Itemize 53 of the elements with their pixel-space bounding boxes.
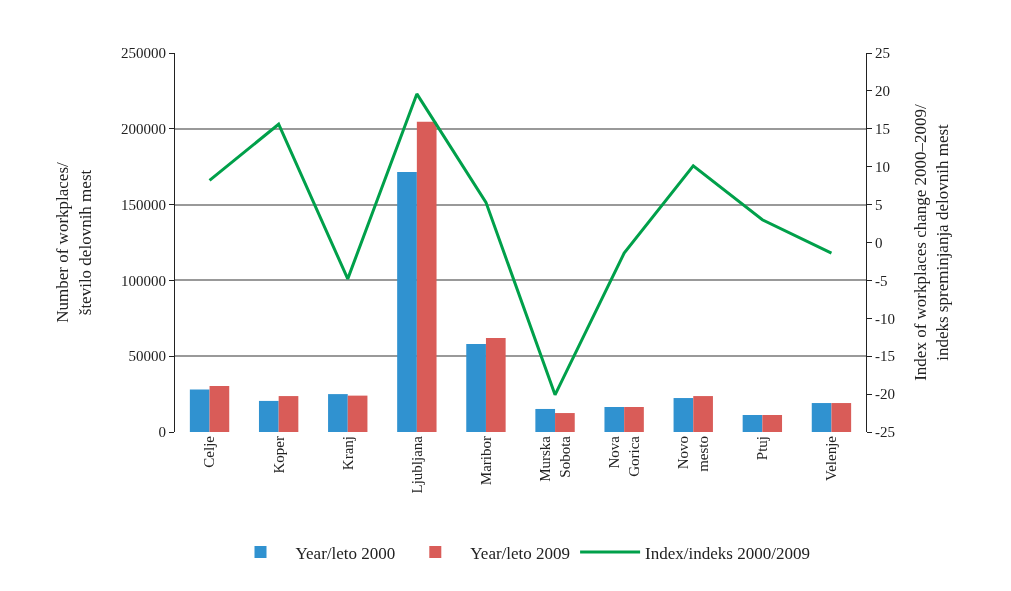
bar <box>347 395 368 432</box>
bar <box>693 396 713 432</box>
bar <box>831 403 852 432</box>
legend-label: Year/leto 2000 <box>295 543 396 563</box>
y-tick-label: 250000 <box>121 45 166 62</box>
y-tick-label: 100000 <box>121 272 166 289</box>
x-tick-label: Novo mesto <box>675 436 711 472</box>
legend-label: Year/leto 2009 <box>470 543 571 563</box>
bar <box>604 406 625 432</box>
bar <box>535 408 556 432</box>
x-tick-label: Ptuj <box>754 436 771 461</box>
y2-tick-label: 25 <box>875 45 890 62</box>
y-tick-label: 50000 <box>128 348 166 365</box>
legend-label: Index/indeks 2000/2009 <box>645 543 810 563</box>
bar <box>416 121 437 432</box>
x-tick-label: Celje <box>201 435 218 468</box>
bar <box>278 396 299 432</box>
x-tick-label: Nova Gorica <box>606 435 642 477</box>
bar <box>189 389 210 432</box>
y2-axis-title: Index of workplaces change 2000–2009/ indeks spreminjanja delovnih mest <box>911 103 953 381</box>
x-tick-label: Koper <box>270 436 287 474</box>
y2-tick-label: 15 <box>875 121 890 138</box>
bar <box>258 400 279 432</box>
x-tick-label: Ljubljana <box>408 435 425 494</box>
y2-tick-label: 5 <box>875 196 883 213</box>
y2-tick-label: 0 <box>875 234 883 251</box>
x-tick-label: Kranj <box>339 436 356 471</box>
y2-tick-label: -5 <box>875 272 888 289</box>
y2-tick-label: -20 <box>875 386 895 403</box>
bar <box>485 338 506 432</box>
bar <box>624 406 644 432</box>
x-tick-label: Maribor <box>477 436 494 486</box>
bar <box>762 415 783 432</box>
line-series <box>208 92 833 397</box>
y2-tick-label: -15 <box>875 348 895 365</box>
y-tick-label: 0 <box>158 424 166 441</box>
bar <box>811 403 832 432</box>
x-tick-label: Velenje <box>823 435 840 481</box>
y2-tick-label: -25 <box>875 424 895 441</box>
bar <box>328 394 348 432</box>
y-tick-label: 200000 <box>121 121 166 138</box>
y2-tick-label: -10 <box>875 310 895 327</box>
bar <box>555 413 575 432</box>
y2-tick-label: 10 <box>875 158 890 175</box>
bar <box>673 398 694 432</box>
bar <box>209 386 230 432</box>
y-tick-label: 150000 <box>121 196 166 213</box>
y-axis-title: Number of workplaces/ število delovnih mest <box>53 161 95 323</box>
bar <box>466 344 486 432</box>
x-tick-label: Murska Sobota <box>537 435 573 482</box>
bar <box>397 172 417 432</box>
bar <box>742 415 763 432</box>
y2-tick-label: 20 <box>875 83 890 100</box>
